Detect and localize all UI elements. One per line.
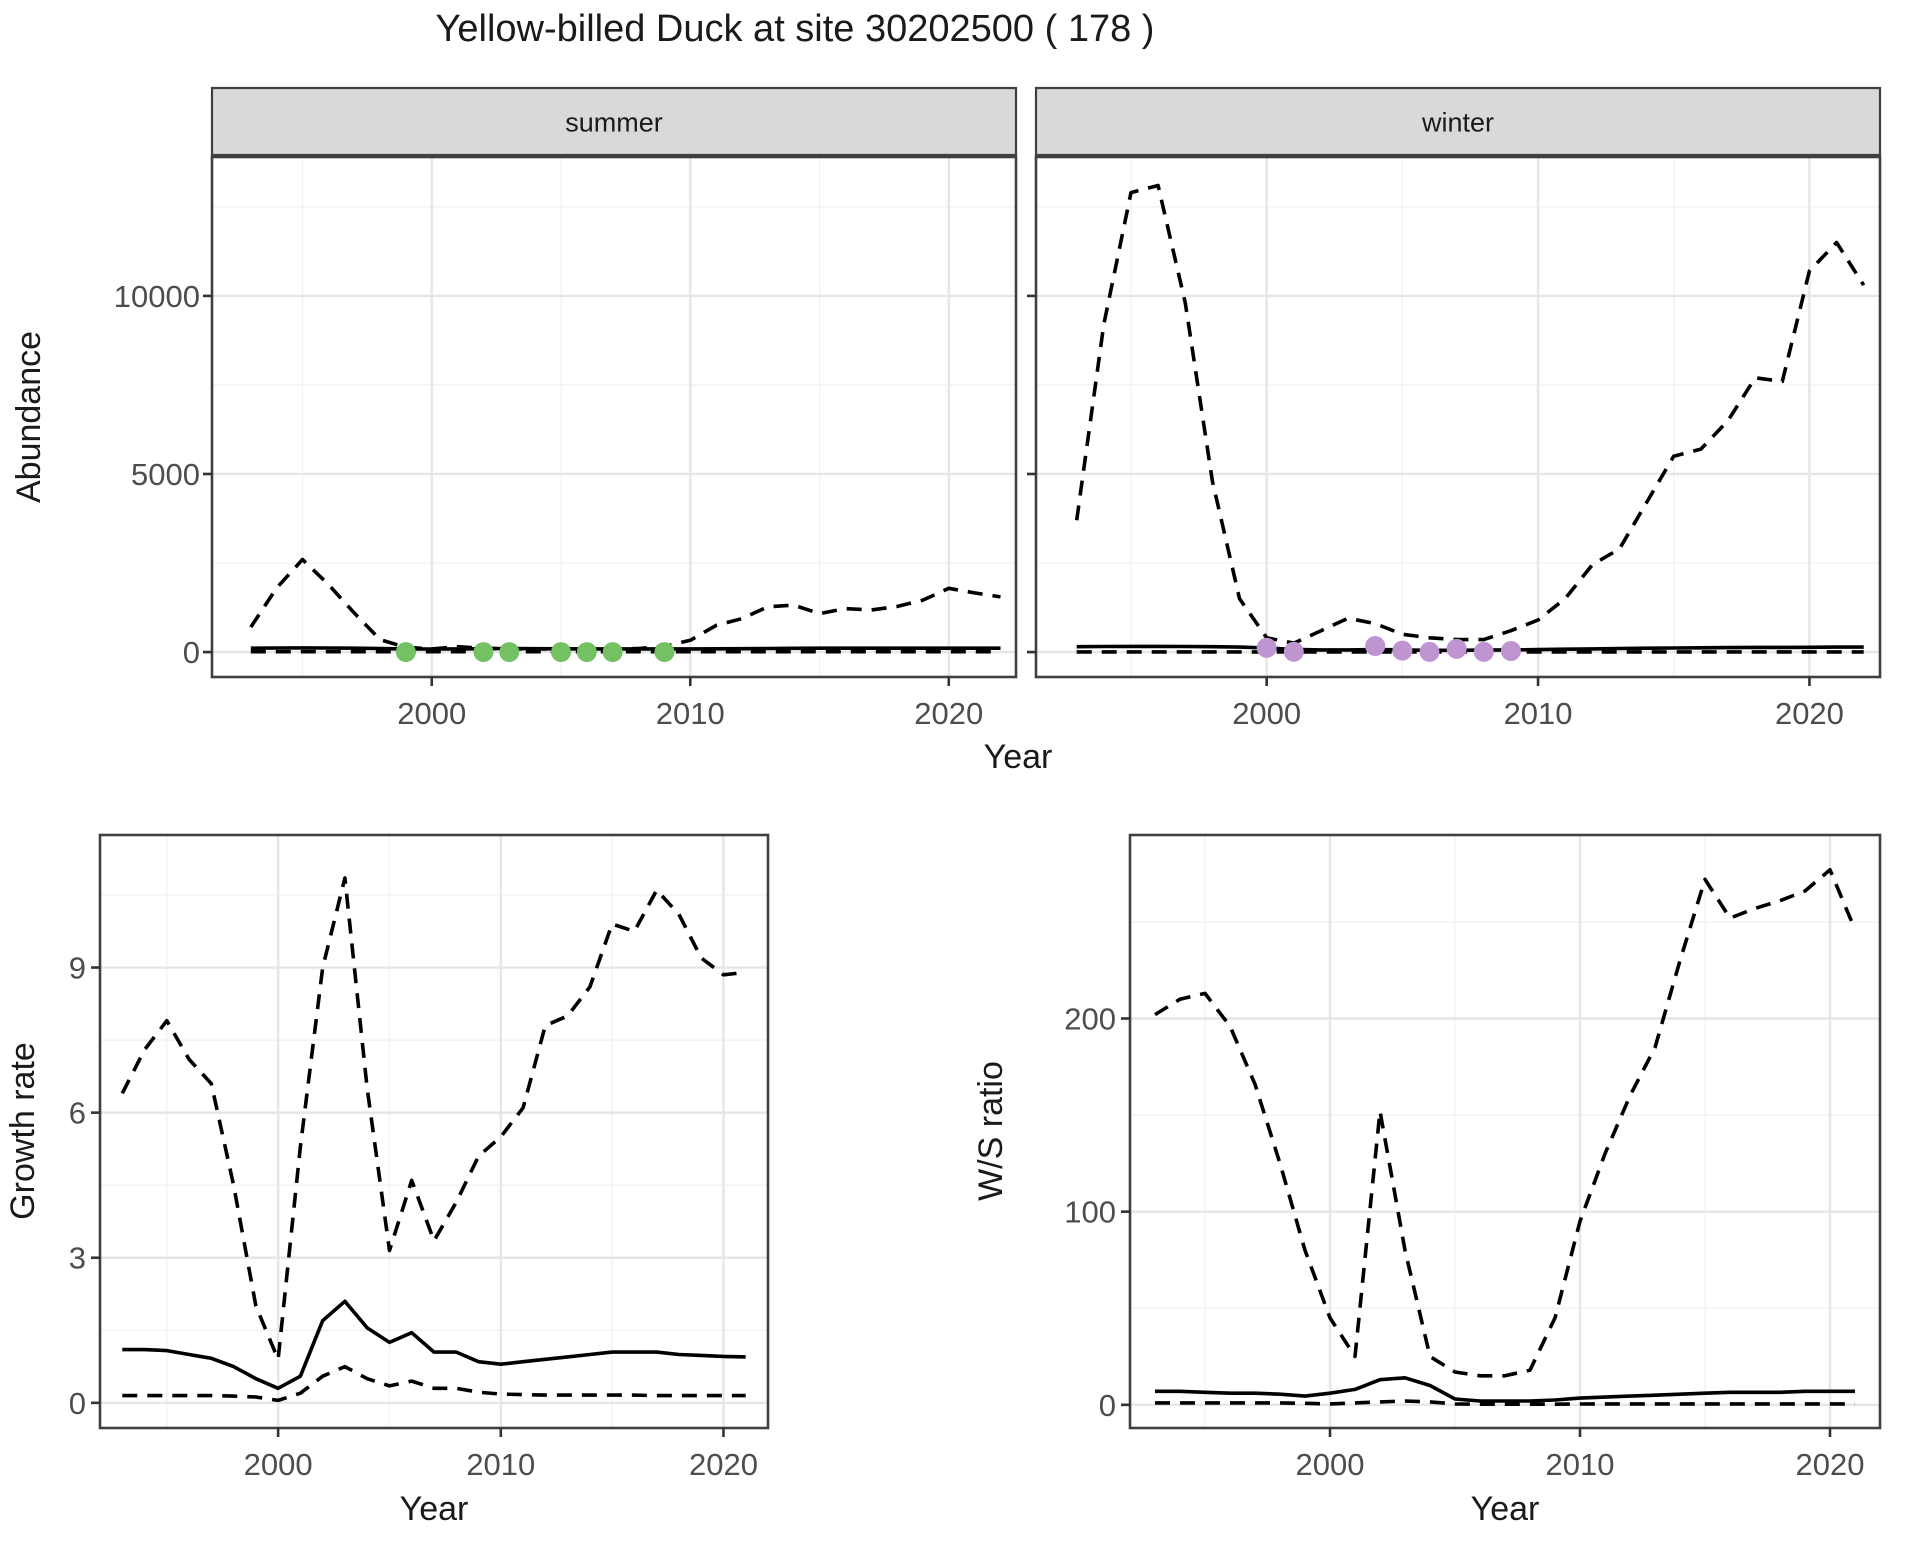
- x-tick-label: 2020: [914, 696, 983, 731]
- y-tick-label: 5000: [131, 457, 200, 492]
- panel-border: [98, 833, 770, 1430]
- x-axis-label-year-growth: Year: [400, 1490, 469, 1528]
- panel-background: [212, 157, 1016, 677]
- facet-strip-label: winter: [1421, 108, 1494, 138]
- panel-background: [100, 835, 768, 1428]
- panel-ws-ratio: 2000 2010 2020 0 100 200: [1064, 833, 1882, 1482]
- y-axis-label-growth-rate: Growth rate: [4, 1042, 42, 1220]
- y-tick-label: 0: [183, 635, 200, 670]
- facet-strip-label: summer: [565, 108, 663, 138]
- panel-border: [1128, 833, 1882, 1430]
- y-tick-label: 200: [1064, 1002, 1116, 1037]
- x-tick-label: 2010: [466, 1447, 535, 1482]
- panel-abundance-winter: winter 2000 2010 2020: [1027, 86, 1882, 731]
- facet-strip: [210, 86, 1018, 157]
- estimate-line: [250, 646, 1001, 651]
- x-axis-label-year-top: Year: [984, 738, 1053, 776]
- winter-counts-point: [1365, 636, 1386, 657]
- y-axis-label-ws-ratio: W/S ratio: [972, 1061, 1010, 1201]
- panel-background: [1130, 835, 1880, 1428]
- x-tick-label: 2020: [689, 1447, 758, 1482]
- upper-ci-line: [1154, 867, 1857, 1378]
- panel-growth-rate: 2000 2010 2020 0 3 6 9: [69, 833, 770, 1482]
- lower-ci-line: [122, 1364, 746, 1403]
- y-axis-label-abundance: Abundance: [10, 331, 48, 503]
- facet-strip: [1034, 86, 1882, 157]
- upper-ci-line: [249, 557, 1001, 651]
- summer-counts-point: [499, 642, 520, 663]
- winter-counts-point: [1419, 641, 1440, 662]
- lower-ci-line: [1155, 1399, 1855, 1406]
- y-tick-label: 10000: [114, 279, 200, 314]
- upper-ci-line: [1074, 183, 1866, 646]
- winter-counts-point: [1283, 641, 1304, 662]
- x-tick-label: 2010: [1504, 696, 1573, 731]
- x-tick-label: 2010: [656, 696, 725, 731]
- y-tick-label: 6: [69, 1096, 86, 1131]
- summer-counts-point: [473, 642, 494, 663]
- summer-counts-point: [576, 642, 597, 663]
- x-axis-label-year-ratio: Year: [1471, 1490, 1540, 1528]
- chart-title: Yellow-billed Duck at site 30202500 ( 17…: [435, 8, 1155, 50]
- winter-counts-point: [1256, 637, 1277, 658]
- winter-counts-point: [1500, 641, 1521, 661]
- x-tick-label: 2000: [1296, 1447, 1365, 1482]
- summer-counts-point: [395, 642, 416, 663]
- estimate-line: [1076, 644, 1864, 653]
- summer-counts-point: [602, 642, 623, 663]
- x-tick-label: 2020: [1775, 696, 1844, 731]
- y-tick-label: 100: [1064, 1195, 1116, 1230]
- panel-border: [210, 155, 1018, 679]
- y-tick-label: 0: [1099, 1388, 1116, 1423]
- winter-counts-point: [1446, 638, 1467, 659]
- y-tick-label: 0: [69, 1386, 86, 1421]
- summer-counts-point: [551, 642, 572, 663]
- x-tick-label: 2010: [1546, 1447, 1615, 1482]
- upper-ci-line: [120, 876, 746, 1362]
- y-tick-label: 3: [69, 1241, 86, 1276]
- panel-border: [1034, 155, 1882, 679]
- x-tick-label: 2020: [1796, 1447, 1865, 1482]
- x-tick-label: 2000: [1232, 696, 1301, 731]
- x-tick-label: 2000: [244, 1447, 313, 1482]
- panel-background: [1036, 157, 1880, 677]
- winter-counts-point: [1473, 641, 1494, 662]
- panel-abundance-summer: summer 2000 2010 2020 0 5000 10000: [114, 86, 1018, 731]
- summer-counts-point: [654, 642, 675, 663]
- x-tick-label: 2000: [397, 696, 466, 731]
- estimate-line: [122, 1299, 746, 1391]
- estimate-line: [1155, 1376, 1855, 1403]
- winter-counts-point: [1392, 640, 1413, 661]
- y-tick-label: 9: [69, 951, 86, 986]
